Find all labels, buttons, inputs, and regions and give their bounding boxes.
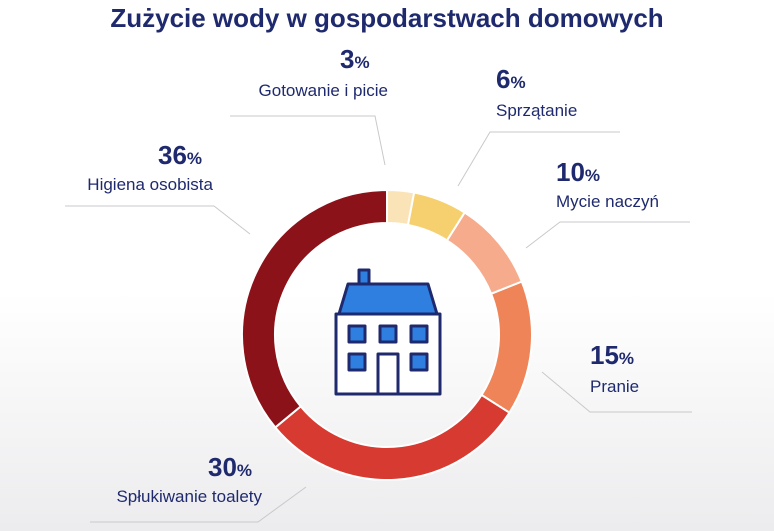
value-label-gotowanie-i-picie: 3% bbox=[340, 44, 370, 74]
leader-line-mycie-naczyn bbox=[525, 221, 690, 249]
leader-line-pranie bbox=[541, 371, 692, 413]
category-label-splukiwanie-toalety: Spłukiwanie toalety bbox=[116, 487, 262, 506]
category-label-mycie-naczyn: Mycie naczyń bbox=[556, 192, 659, 211]
leader-line-gotowanie-i-picie bbox=[230, 115, 386, 166]
slice-mycie-naczyn bbox=[445, 211, 524, 296]
category-label-gotowanie-i-picie: Gotowanie i picie bbox=[259, 81, 388, 100]
value-label-higiena-osobista: 36% bbox=[158, 140, 202, 170]
slice-pranie bbox=[480, 280, 533, 415]
leader-line-sprzatanie bbox=[457, 131, 620, 187]
house-icon bbox=[334, 268, 442, 396]
chart-title: Zużycie wody w gospodarstwach domowych bbox=[0, 0, 774, 38]
leader-lines bbox=[65, 115, 692, 523]
value-label-splukiwanie-toalety: 30% bbox=[208, 452, 252, 482]
leader-line-higiena-osobista bbox=[65, 205, 251, 235]
slice-splukiwanie-toalety bbox=[273, 393, 511, 481]
category-label-higiena-osobista: Higiena osobista bbox=[87, 175, 213, 194]
donut-slices bbox=[241, 188, 533, 481]
value-label-mycie-naczyn: 10% bbox=[556, 157, 600, 187]
value-label-sprzatanie: 6% bbox=[496, 64, 526, 94]
category-label-pranie: Pranie bbox=[590, 377, 639, 396]
slice-labels: 3% Gotowanie i picie 6% Sprzątanie 10% Mycie … bbox=[87, 44, 659, 506]
leader-line-splukiwanie-toalety bbox=[90, 486, 307, 523]
slice-higiena-osobista bbox=[241, 188, 388, 429]
category-label-sprzatanie: Sprzątanie bbox=[496, 101, 577, 120]
value-label-pranie: 15% bbox=[590, 340, 634, 370]
